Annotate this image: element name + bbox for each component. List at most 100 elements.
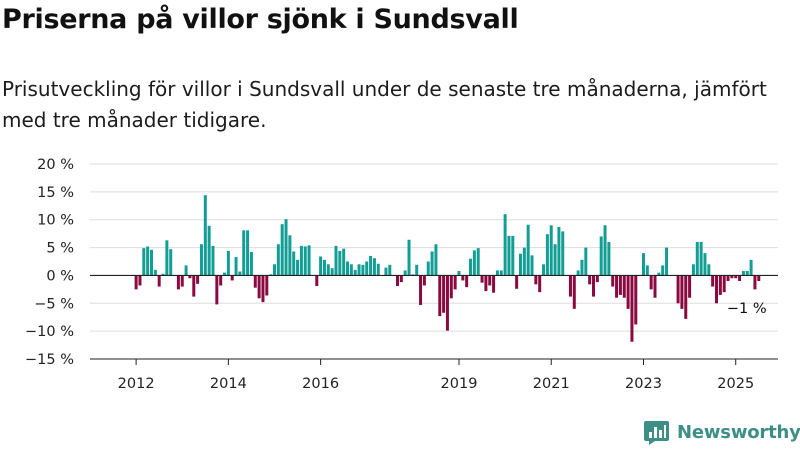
bar-positive bbox=[384, 267, 388, 276]
newsworthy-logo: Newsworthy bbox=[643, 419, 800, 446]
x-tick-label: 2019 bbox=[441, 376, 478, 392]
bar-negative bbox=[480, 275, 484, 283]
bar-negative bbox=[626, 275, 630, 309]
bar-positive bbox=[434, 244, 438, 276]
bar-negative bbox=[438, 275, 442, 317]
bar-positive bbox=[388, 264, 392, 276]
bar-negative bbox=[442, 275, 446, 313]
bar-negative bbox=[215, 275, 219, 305]
bar-negative bbox=[188, 275, 192, 279]
bar-negative bbox=[611, 275, 615, 287]
bar-negative bbox=[615, 275, 619, 298]
bar-positive bbox=[238, 271, 242, 276]
bar-positive bbox=[553, 244, 557, 276]
y-tick-label: 20 % bbox=[37, 157, 74, 173]
latest-value-annotation: −1 % bbox=[727, 301, 767, 317]
bar-positive bbox=[153, 269, 157, 276]
bar-negative bbox=[219, 275, 223, 286]
bar-positive bbox=[280, 224, 284, 276]
bar-negative bbox=[595, 275, 599, 283]
bar-negative bbox=[422, 275, 426, 286]
bar-negative bbox=[253, 275, 257, 288]
bar-positive bbox=[223, 272, 227, 276]
bar-positive bbox=[161, 273, 165, 276]
bar-positive bbox=[469, 258, 473, 276]
bar-negative bbox=[734, 275, 738, 279]
bar-positive bbox=[284, 219, 288, 276]
brand-name: Newsworthy bbox=[677, 422, 800, 443]
bar-positive bbox=[146, 246, 150, 276]
bar-positive bbox=[576, 270, 580, 276]
bar-negative bbox=[538, 275, 542, 293]
bar-positive bbox=[299, 245, 303, 276]
bar-negative bbox=[649, 275, 653, 290]
bar-negative bbox=[715, 275, 718, 304]
y-tick-label: 0 % bbox=[46, 268, 74, 284]
bar-positive bbox=[361, 264, 365, 276]
bar-positive bbox=[641, 253, 645, 276]
bar-positive bbox=[322, 259, 326, 276]
bar-positive bbox=[357, 264, 361, 276]
bar-negative bbox=[395, 275, 399, 287]
x-tick-label: 2016 bbox=[302, 376, 339, 392]
bar-positive bbox=[249, 252, 253, 276]
bar-positive bbox=[296, 259, 300, 276]
bar-positive bbox=[199, 244, 203, 276]
y-tick-label: 5 % bbox=[46, 241, 74, 257]
y-tick-label: −5 % bbox=[34, 296, 74, 312]
bar-negative bbox=[265, 275, 269, 296]
bar-negative bbox=[630, 275, 634, 342]
bar-positive bbox=[603, 225, 607, 276]
bar-positive bbox=[599, 236, 603, 276]
x-tick-label: 2023 bbox=[625, 376, 662, 392]
x-tick-label: 2025 bbox=[717, 376, 754, 392]
bar-chart-logo-icon bbox=[644, 421, 669, 445]
bar-positive bbox=[330, 268, 334, 276]
bar-negative bbox=[196, 275, 200, 284]
bar-positive bbox=[530, 255, 534, 276]
bar-negative bbox=[592, 275, 596, 297]
bar-positive bbox=[661, 265, 665, 276]
bar-positive bbox=[657, 272, 661, 276]
bar-negative bbox=[138, 275, 142, 286]
bar-positive bbox=[691, 264, 695, 276]
bar-positive bbox=[353, 269, 357, 276]
bar-negative bbox=[419, 275, 423, 305]
bar-positive bbox=[741, 270, 745, 276]
y-tick-label: 15 % bbox=[37, 185, 74, 201]
bar-positive bbox=[495, 270, 499, 276]
bar-positive bbox=[430, 251, 434, 276]
bar-positive bbox=[518, 253, 522, 276]
bar-positive bbox=[338, 250, 342, 276]
bar-positive bbox=[276, 244, 280, 276]
bar-negative bbox=[618, 275, 622, 295]
bar-negative bbox=[711, 275, 715, 287]
bar-negative bbox=[315, 275, 319, 287]
bar-positive bbox=[703, 253, 707, 276]
bar-positive bbox=[561, 231, 565, 276]
bar-positive bbox=[234, 257, 238, 276]
bar-negative bbox=[634, 275, 638, 325]
bar-positive bbox=[499, 270, 503, 276]
bar-positive bbox=[584, 247, 588, 276]
bar-negative bbox=[230, 275, 234, 281]
bar-positive bbox=[645, 265, 649, 276]
bar-positive bbox=[319, 256, 323, 276]
bar-negative bbox=[399, 275, 403, 283]
bar-negative bbox=[192, 275, 196, 297]
bar-negative bbox=[257, 275, 261, 299]
bar-positive bbox=[542, 264, 546, 276]
bar-positive bbox=[372, 258, 376, 276]
bar-positive bbox=[557, 226, 561, 276]
chart-title: Priserna på villor sjönk i Sundsvall bbox=[2, 4, 519, 35]
bar-negative bbox=[534, 275, 538, 285]
bar-negative bbox=[461, 275, 465, 281]
bar-positive bbox=[476, 248, 480, 276]
bar-positive bbox=[334, 245, 338, 276]
bar-positive bbox=[165, 240, 169, 276]
bar-positive bbox=[369, 255, 373, 276]
bar-positive bbox=[376, 263, 380, 276]
bar-positive bbox=[607, 242, 611, 276]
bar-positive bbox=[326, 264, 330, 276]
